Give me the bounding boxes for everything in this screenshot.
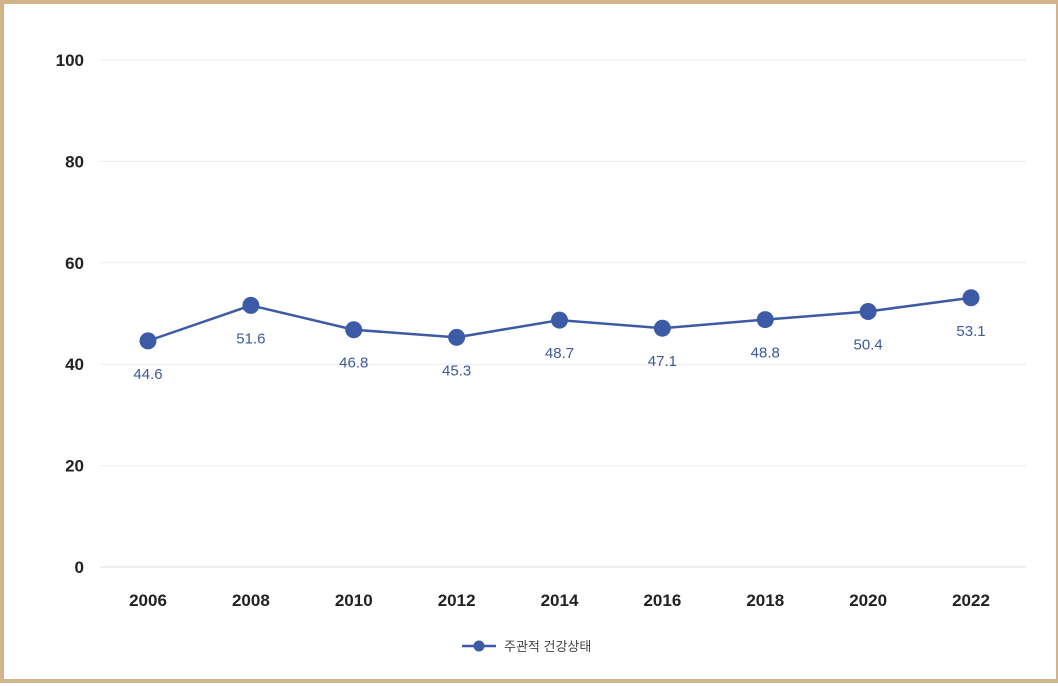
data-point-2008	[242, 296, 260, 314]
data-label-2018: 48.8	[751, 345, 780, 362]
x-tick-label-2022: 2022	[952, 591, 990, 610]
x-axis-ticks: 2006 2008 2010 2012 2014 2016 2018 2020 2022	[129, 591, 990, 610]
data-point-2010	[345, 321, 363, 339]
y-tick-label-100: 100	[56, 51, 84, 70]
data-point-2022	[962, 289, 980, 307]
x-tick-label-2014: 2014	[541, 591, 579, 610]
y-tick-label-20: 20	[65, 457, 84, 476]
data-label-2008: 51.6	[236, 330, 265, 347]
data-label-2006: 44.6	[133, 366, 162, 383]
data-point-2012	[448, 328, 466, 346]
legend-dot-marker	[473, 640, 485, 652]
x-tick-label-2008: 2008	[232, 591, 270, 610]
y-tick-label-60: 60	[65, 254, 84, 273]
y-tick-label-40: 40	[65, 355, 84, 374]
y-axis-ticks: 0 20 40 60 80 100	[56, 51, 84, 577]
data-label-2014: 48.7	[545, 345, 574, 362]
data-point-2006	[139, 332, 157, 350]
data-label-2016: 47.1	[648, 353, 677, 370]
y-tick-label-80: 80	[65, 152, 84, 171]
legend-label: 주관적 건강상태	[504, 639, 591, 654]
data-label-2010: 46.8	[339, 355, 368, 372]
x-tick-label-2012: 2012	[438, 591, 476, 610]
x-tick-label-2020: 2020	[849, 591, 887, 610]
x-tick-label-2010: 2010	[335, 591, 373, 610]
line-chart: 0 20 40 60 80 100 2006 2008 2010 2012 2014 2016 201…	[56, 51, 1026, 654]
series-line-group: 44.6 51.6 46.8 45.3 48.7 47.1 48.8 50.4 53.1	[133, 289, 986, 383]
data-label-2012: 45.3	[442, 362, 471, 379]
x-tick-label-2018: 2018	[746, 591, 784, 610]
x-tick-label-2006: 2006	[129, 591, 167, 610]
x-tick-label-2016: 2016	[643, 591, 681, 610]
legend: 주관적 건강상태	[462, 639, 591, 654]
gridlines	[100, 59, 1026, 568]
data-point-2018	[756, 311, 774, 329]
data-label-2020: 50.4	[854, 336, 883, 353]
y-tick-label-0: 0	[75, 558, 84, 577]
data-point-2014	[551, 311, 568, 329]
data-label-2022: 53.1	[956, 323, 985, 340]
data-point-2016	[653, 319, 671, 337]
data-point-2020	[859, 302, 877, 320]
